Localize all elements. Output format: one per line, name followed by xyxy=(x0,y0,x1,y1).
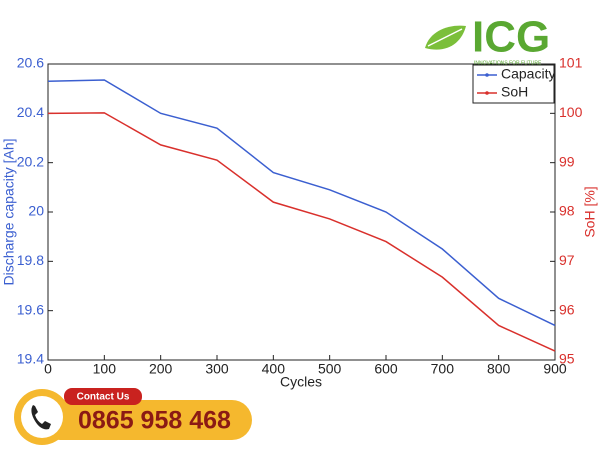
logo-tagline: INNOVATIONS FOR FUTURE xyxy=(474,60,542,66)
phone-icon xyxy=(31,405,51,430)
y2-tick-label: 100 xyxy=(559,104,583,120)
x-tick-label: 0 xyxy=(44,361,52,377)
logo-leaf-vein xyxy=(427,28,463,47)
y2-tick-label: 96 xyxy=(559,301,575,317)
y2-tick-label: 97 xyxy=(559,252,575,268)
contact-label-bg xyxy=(64,388,142,405)
y2-tick-label: 101 xyxy=(559,55,583,71)
series-line xyxy=(47,112,556,352)
legend-marker xyxy=(485,91,489,95)
contact-badge: Contact Us 0865 958 468 xyxy=(14,388,252,445)
logo-brand: ICG xyxy=(472,13,550,62)
x-tick-label: 600 xyxy=(374,361,398,377)
y2-axis-label: SoH [%] xyxy=(582,186,598,237)
x-tick-label: 300 xyxy=(205,361,229,377)
contact-phone: 0865 958 468 xyxy=(78,407,231,435)
x-tick-label: 200 xyxy=(149,361,173,377)
legend-label: Capacity xyxy=(501,66,555,82)
y-tick-label: 20.6 xyxy=(17,55,44,71)
x-tick-label: 500 xyxy=(318,361,342,377)
y2-tick-label: 99 xyxy=(559,153,575,169)
y-tick-label: 20 xyxy=(28,203,44,219)
y-tick-label: 19.4 xyxy=(17,351,44,367)
legend-box xyxy=(472,64,555,104)
phone-circle-inner xyxy=(21,396,63,438)
y-tick-label: 19.8 xyxy=(17,252,44,268)
x-tick-label: 700 xyxy=(431,361,455,377)
y-tick-label: 20.2 xyxy=(17,153,44,169)
contact-label: Contact Us xyxy=(77,392,130,403)
y-axis-label: Discharge capacity [Ah] xyxy=(1,138,17,285)
y-tick-label: 20.4 xyxy=(17,104,44,120)
y2-tick-label: 98 xyxy=(559,203,575,219)
y2-tick-label: 95 xyxy=(559,351,575,367)
series-line xyxy=(47,79,556,327)
x-axis-label: Cycles xyxy=(280,374,322,390)
logo: ICG INNOVATIONS FOR FUTURE xyxy=(425,13,550,66)
y-tick-label: 19.6 xyxy=(17,301,44,317)
x-tick-label: 900 xyxy=(543,361,567,377)
legend-marker xyxy=(485,73,489,77)
x-tick-label: 400 xyxy=(262,361,286,377)
x-tick-label: 800 xyxy=(487,361,511,377)
plot-frame xyxy=(47,63,556,361)
legend-label: SoH xyxy=(501,84,528,100)
x-tick-label: 100 xyxy=(93,361,117,377)
contact-pill xyxy=(40,400,252,440)
